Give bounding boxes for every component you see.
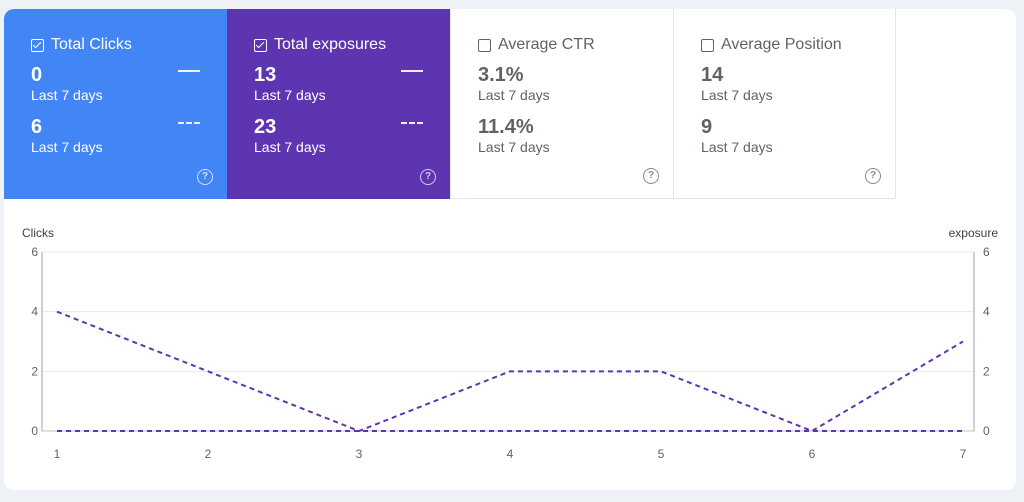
y-tick-label-left: 2	[31, 364, 38, 378]
card-average-ctr[interactable]: Average CTR 3.1% Last 7 days 11.4% Last …	[450, 9, 673, 199]
x-tick-label: 2	[205, 447, 212, 461]
metric-period: Last 7 days	[31, 87, 103, 103]
metric-value: 13	[254, 64, 277, 86]
metric-previous: 23 Last 7 days	[254, 115, 326, 155]
question-circle-icon[interactable]: ?	[643, 168, 659, 184]
metric-value: 9	[701, 116, 713, 138]
metric-value: 0	[31, 64, 43, 86]
metric-value: 11.4%	[478, 116, 534, 138]
card-title: Total exposures	[274, 36, 387, 53]
metric-cards: Total Clicks 0 Last 7 days 6 Last 7 days…	[4, 9, 897, 199]
x-tick-label: 7	[960, 447, 967, 461]
metric-current: 13 Last 7 days	[254, 63, 326, 103]
card-header: Total Clicks	[31, 35, 227, 55]
chart-grid	[41, 251, 975, 432]
y-tick-label-right: 6	[983, 245, 990, 259]
card-header: Average Position	[701, 35, 895, 55]
card-average-position[interactable]: Average Position 14 Last 7 days 9 Last 7…	[673, 9, 896, 199]
checkbox-checked-icon[interactable]	[31, 38, 44, 52]
metric-value: 14	[701, 64, 724, 86]
metric-period: Last 7 days	[478, 87, 550, 103]
y-tick-label-right: 2	[983, 364, 990, 378]
y-axis-right-ticks: 0 2 4 6	[983, 245, 990, 438]
metric-previous: 9 Last 7 days	[701, 115, 773, 155]
card-total-clicks[interactable]: Total Clicks 0 Last 7 days 6 Last 7 days…	[4, 9, 227, 199]
metric-value: 3.1%	[478, 64, 524, 86]
line-chart: Clicks exposure 0 2 4 6 0 2 4 6 1 2 3 4 5 6 7	[22, 226, 999, 461]
y-axis-title-right: exposure	[949, 226, 999, 240]
metric-value: 6	[31, 116, 43, 138]
x-tick-label: 5	[658, 447, 665, 461]
metric-previous: 6 Last 7 days	[31, 115, 103, 155]
metric-period: Last 7 days	[254, 87, 326, 103]
y-tick-label-left: 6	[31, 245, 38, 259]
card-header: Average CTR	[478, 35, 673, 55]
metric-current: 14 Last 7 days	[701, 63, 773, 103]
question-circle-icon[interactable]: ?	[420, 169, 436, 185]
card-title: Total Clicks	[51, 36, 132, 53]
x-axis-ticks: 1 2 3 4 5 6 7	[54, 447, 967, 461]
solid-line-legend-icon	[178, 70, 200, 72]
metric-period: Last 7 days	[254, 139, 326, 155]
metric-period: Last 7 days	[701, 87, 773, 103]
x-tick-label: 3	[356, 447, 363, 461]
y-tick-label-left: 0	[31, 424, 38, 438]
question-circle-icon[interactable]: ?	[865, 168, 881, 184]
metric-current: 0 Last 7 days	[31, 63, 103, 103]
series-line	[56, 310, 964, 433]
card-header: Total exposures	[254, 35, 450, 55]
checkbox-unchecked-icon[interactable]	[478, 38, 491, 52]
metric-previous: 11.4% Last 7 days	[478, 115, 550, 155]
dashed-line-legend-icon	[401, 122, 423, 124]
metric-period: Last 7 days	[31, 139, 103, 155]
metric-current: 3.1% Last 7 days	[478, 63, 550, 103]
metric-period: Last 7 days	[701, 139, 773, 155]
x-tick-label: 6	[809, 447, 816, 461]
chart-series	[56, 310, 964, 433]
x-tick-label: 4	[507, 447, 514, 461]
metric-period: Last 7 days	[478, 139, 550, 155]
solid-line-legend-icon	[401, 70, 423, 72]
y-axis-left-ticks: 0 2 4 6	[31, 245, 38, 438]
metric-value: 23	[254, 116, 277, 138]
card-total-exposures[interactable]: Total exposures 13 Last 7 days 23 Last 7…	[227, 9, 450, 199]
y-tick-label-right: 0	[983, 424, 990, 438]
card-title: Average Position	[721, 36, 842, 53]
dashed-line-legend-icon	[178, 122, 200, 124]
y-axis-title-left: Clicks	[22, 226, 54, 240]
performance-panel: Total Clicks 0 Last 7 days 6 Last 7 days…	[4, 9, 1016, 490]
y-tick-label-left: 4	[31, 305, 38, 319]
y-tick-label-right: 4	[983, 305, 990, 319]
x-tick-label: 1	[54, 447, 61, 461]
checkbox-checked-icon[interactable]	[254, 38, 267, 52]
checkbox-unchecked-icon[interactable]	[701, 38, 714, 52]
card-title: Average CTR	[498, 36, 595, 53]
question-circle-icon[interactable]: ?	[197, 169, 213, 185]
